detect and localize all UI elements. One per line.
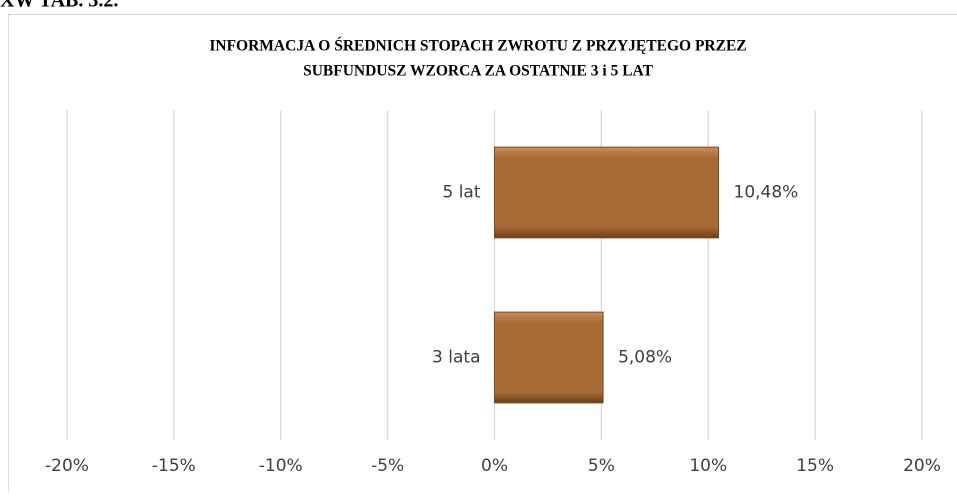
- data-label: 10,48%: [734, 183, 799, 203]
- bar: [495, 147, 719, 238]
- chart-title: SUBFUNDUSZ WZORCA ZA OSTATNIE 3 i 5 LAT: [303, 63, 653, 80]
- y-tick-label: 3 lata: [432, 348, 480, 368]
- y-tick-label: 5 lat: [442, 183, 480, 203]
- x-tick-label: 10%: [689, 456, 727, 476]
- x-tick-label: 0%: [481, 456, 508, 476]
- x-tick-label: -20%: [45, 456, 89, 476]
- x-tick-label: 5%: [588, 456, 615, 476]
- header: XW TAB. 3.2.: [0, 0, 118, 12]
- data-label: 5,08%: [618, 348, 672, 368]
- x-tick-label: -5%: [371, 456, 404, 476]
- chart-title: INFORMACJA O ŚREDNICH STOPACH ZWROTU Z P…: [209, 38, 746, 55]
- x-tick-label: 20%: [903, 456, 941, 476]
- x-tick-label: -10%: [259, 456, 303, 476]
- bar: [495, 312, 604, 403]
- x-tick-label: -15%: [152, 456, 196, 476]
- x-tick-label: 15%: [796, 456, 834, 476]
